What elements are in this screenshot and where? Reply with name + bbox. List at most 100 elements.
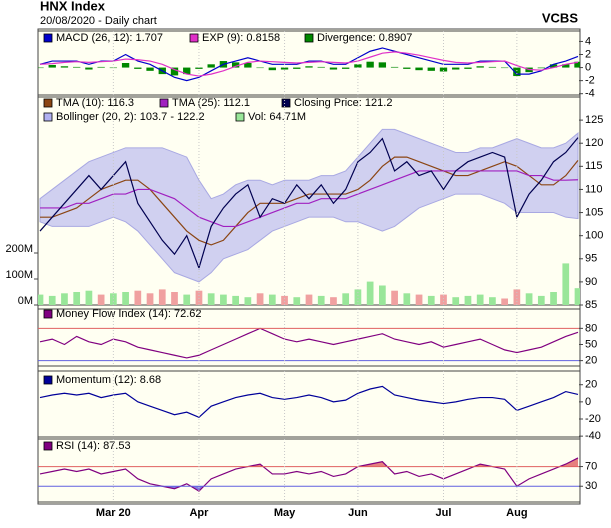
volume-bar (317, 295, 325, 305)
legend-label: Closing Price: 121.2 (294, 97, 392, 109)
divergence-bar (305, 66, 313, 68)
y-tick-label: -4 (585, 88, 595, 100)
x-tick-label: Apr (189, 507, 209, 519)
divergence-bar (280, 67, 289, 70)
x-tick-label: Jun (348, 507, 368, 519)
y-tick-label: 0 (585, 61, 591, 73)
divergence-bar (268, 67, 276, 71)
volume-bar (415, 294, 423, 305)
y-tick-label: 20 (585, 355, 597, 367)
divergence-bar (231, 62, 240, 68)
legend-swatch (43, 98, 53, 108)
divergence-bar (390, 66, 399, 68)
volume-bar (146, 293, 154, 305)
divergence-bar (549, 64, 558, 68)
volume-bar (110, 293, 117, 305)
legend-label: Money Flow Index (14): 72.62 (56, 308, 202, 320)
divergence-bar (403, 67, 411, 69)
y-tick-label: 20 (585, 379, 597, 391)
divergence-bar (427, 67, 435, 71)
volume-bar (48, 295, 56, 305)
volume-bar (330, 297, 337, 305)
volume-bar (342, 293, 350, 305)
divergence-bar (366, 61, 374, 68)
bollinger-band (39, 128, 579, 283)
volume-bar (195, 290, 203, 305)
divergence-bar (476, 66, 484, 68)
divergence-bar (329, 67, 338, 70)
volume-bar (134, 290, 142, 305)
y-tick-label: 50 (585, 338, 597, 350)
y-tick-label: 110 (585, 183, 603, 195)
divergence-bar (354, 64, 362, 68)
y-tick-label: -40 (585, 430, 601, 442)
volume-bar (207, 293, 215, 305)
volume-bar (305, 294, 313, 305)
y-tick-label: 105 (585, 206, 603, 218)
volume-bar (220, 294, 227, 305)
plot-area (38, 457, 580, 492)
panel (37, 370, 581, 438)
divergence-bar (293, 67, 301, 69)
volume-bar (391, 290, 398, 305)
legend-swatch (235, 112, 245, 122)
series-line (39, 385, 579, 418)
volume-bar (293, 297, 301, 305)
plot-area (39, 385, 579, 418)
y-tick-label: 2 (585, 48, 591, 60)
divergence-bar (513, 67, 521, 77)
legend-swatch (159, 98, 169, 108)
y-tick-label: 70 (585, 460, 597, 472)
volume-bar (354, 289, 362, 305)
volume-bar (256, 293, 264, 305)
x-tick-label: May (274, 507, 296, 519)
divergence-bar (207, 64, 215, 68)
legend-label: RSI (14): 87.53 (56, 440, 131, 452)
plot-area (38, 128, 580, 305)
volume-bar (562, 263, 570, 305)
divergence-bar (439, 67, 448, 72)
divergence-bar (48, 64, 56, 68)
divergence-bar (97, 66, 105, 68)
legend-label: TMA (25): 112.1 (172, 97, 250, 109)
volume-bar (574, 288, 580, 305)
legend-swatch (281, 98, 291, 108)
legend-swatch (43, 112, 53, 122)
volume-bar (452, 297, 460, 305)
legend-label: Divergence: 0.8907 (317, 32, 412, 44)
y-tick-label: 0 (585, 396, 591, 408)
volume-bar (464, 295, 472, 305)
divergence-bar (452, 67, 460, 70)
divergence-bar (464, 67, 472, 69)
divergence-bar (183, 67, 191, 75)
volume-bar (403, 293, 411, 305)
volume-bar (440, 294, 447, 305)
divergence-bar (317, 66, 325, 68)
y-tick-label: 30 (585, 480, 597, 492)
volume-bar (281, 295, 288, 305)
divergence-bar (378, 62, 387, 68)
y-tick-label: -2 (585, 75, 595, 87)
legend-label: MACD (26, 12): 1.707 (56, 32, 163, 44)
volume-bar (501, 298, 508, 305)
chart-subtitle: 20/08/2020 - Daily chart (40, 15, 157, 27)
volume-bar (38, 294, 44, 305)
legend-label: EXP (9): 0.8158 (202, 32, 280, 44)
x-tick-label: Mar 20 (96, 507, 131, 519)
x-tick-label: Jul (436, 507, 452, 519)
divergence-bar (73, 66, 81, 68)
volume-bar (537, 295, 545, 305)
volume-bar (61, 293, 68, 305)
divergence-bar (342, 67, 350, 69)
divergence-bar (500, 67, 509, 69)
volume-bar (550, 292, 557, 305)
divergence-bar (415, 67, 423, 71)
legend-label: Momentum (12): 8.68 (56, 374, 161, 386)
y2-tick-label: 0M (18, 295, 33, 307)
series-line (40, 170, 579, 228)
volume-bar (183, 294, 191, 305)
legend-swatch (189, 33, 199, 43)
divergence-bar (121, 63, 130, 68)
